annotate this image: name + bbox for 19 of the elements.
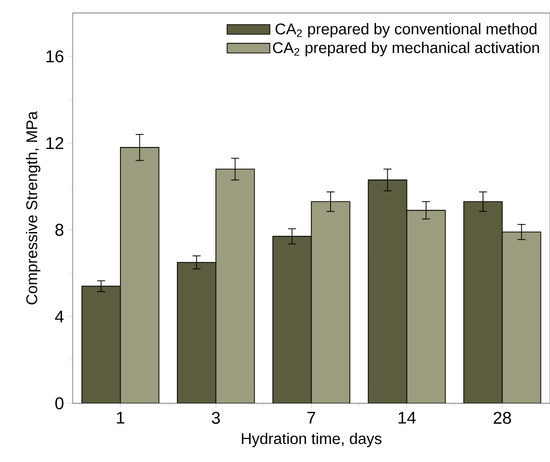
bar <box>368 180 408 404</box>
bar <box>463 201 503 404</box>
y-tick-label: 4 <box>55 310 64 322</box>
x-tick-label: 14 <box>398 412 416 424</box>
y-axis-title: Compressive Strength, MPa <box>26 111 40 304</box>
y-tick-label: 16 <box>46 50 64 62</box>
legend-label: CA$_{2}$ prepared by conventional method <box>276 23 536 38</box>
y-tick-label: 8 <box>55 224 64 236</box>
bar <box>272 236 312 404</box>
x-tick-label: 28 <box>494 412 511 424</box>
x-tick-label: 3 <box>212 412 220 424</box>
y-tick-label: 12 <box>46 137 64 150</box>
bar <box>176 262 216 404</box>
y-tick-label: 0 <box>55 397 64 410</box>
x-tick-label: 1 <box>116 412 124 424</box>
bar <box>81 286 121 404</box>
x-tick-label: 7 <box>307 412 316 424</box>
legend-label: CA$_{2}$ prepared by mechanical activation <box>273 42 539 56</box>
x-axis-title: Hydration time, days <box>242 432 382 448</box>
